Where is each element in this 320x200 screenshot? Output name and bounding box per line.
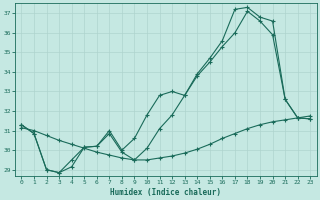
- X-axis label: Humidex (Indice chaleur): Humidex (Indice chaleur): [110, 188, 221, 197]
